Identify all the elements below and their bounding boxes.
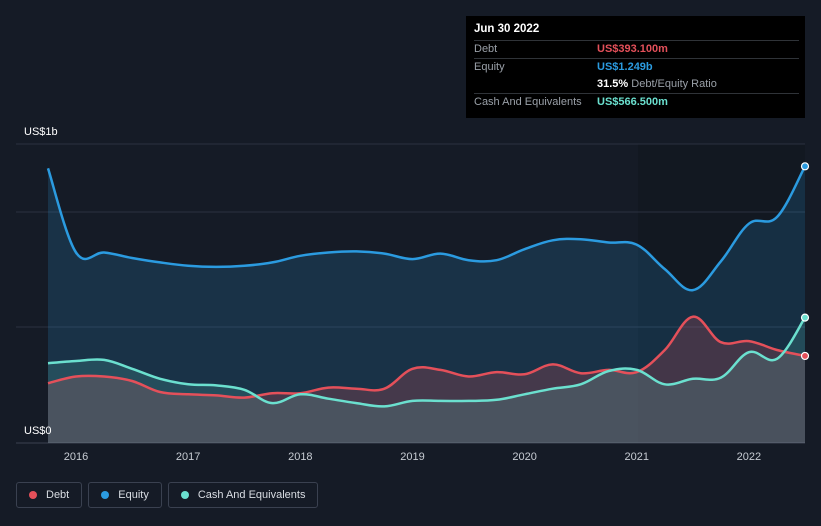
tooltip-equity-value: US$1.249b [597, 61, 653, 73]
x-tick-2020: 2020 [512, 451, 537, 463]
equity-line [46, 165, 807, 292]
debt-end-point[interactable] [800, 351, 810, 361]
equity-end-point[interactable] [800, 162, 810, 171]
series-end-markers [800, 162, 810, 361]
cash-and-equivalents-end-point[interactable] [800, 313, 810, 322]
cash-and-equivalents-area [48, 317, 805, 443]
legend-equity-label: Equity [118, 489, 149, 501]
legend-cash-label: Cash And Equivalents [197, 489, 306, 501]
legend-item-cash[interactable]: Cash And Equivalents [167, 482, 319, 508]
legend-item-equity[interactable]: Equity [88, 482, 162, 508]
tooltip: Jun 30 2022 Debt US$393.100m Equity US$1… [466, 16, 805, 118]
cash-and-equivalents-line [47, 316, 807, 408]
gridlines [16, 143, 805, 444]
x-tick-2019: 2019 [400, 451, 425, 463]
cash-dot-icon [180, 491, 189, 499]
series-lines [46, 165, 807, 408]
x-tick-2017: 2017 [175, 451, 201, 463]
tooltip-cash-label: Cash And Equivalents [474, 96, 582, 108]
equity-dot-icon [101, 491, 110, 499]
tooltip-debt-value: US$393.100m [597, 43, 668, 55]
tooltip-date: Jun 30 2022 [474, 23, 540, 35]
forecast-shade [638, 144, 805, 443]
series-areas [48, 166, 805, 444]
y-axis-bottom-label: US$0 [24, 425, 52, 437]
tooltip-ratio-label: Debt/Equity Ratio [631, 78, 717, 90]
tooltip-debt-label: Debt [474, 43, 498, 55]
legend-debt-label: Debt [46, 489, 70, 501]
x-tick-2016: 2016 [63, 451, 89, 463]
equity-area [48, 166, 805, 444]
tooltip-equity-label: Equity [474, 61, 505, 73]
tooltip-ratio-value: 31.5% [597, 78, 629, 90]
debt-line [47, 315, 806, 399]
y-axis-top-label: US$1b [24, 126, 58, 138]
debt-dot-icon [29, 491, 37, 499]
legend: Debt Equity Cash And Equivalents [16, 482, 319, 508]
x-tick-2021: 2021 [624, 451, 649, 463]
x-tick-2018: 2018 [288, 451, 313, 463]
legend-item-debt[interactable]: Debt [16, 482, 83, 508]
tooltip-cash-value: US$566.500m [597, 96, 668, 108]
x-tick-2022: 2022 [736, 451, 762, 463]
debt-area [48, 316, 805, 443]
